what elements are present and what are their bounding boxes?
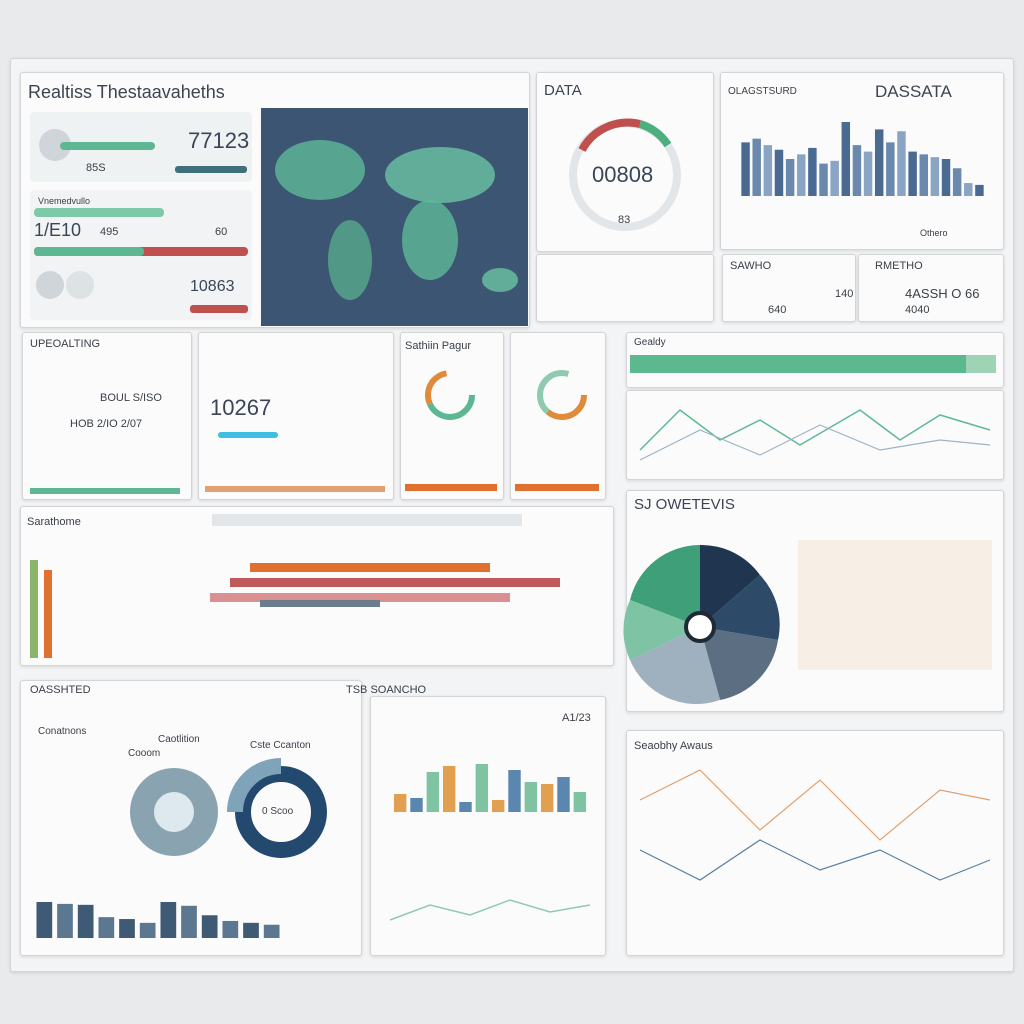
kpi-value: 1/E10 [34,220,82,240]
panel-title: UPEOALTING [30,338,101,350]
panel-title: DASSATA [875,82,952,101]
panel [626,490,1004,712]
caption: Vnemedvullo [38,196,91,206]
panel [626,730,1004,956]
stat: A1/23 [562,712,591,724]
panel [400,332,504,500]
panel [510,332,606,500]
panel [720,72,1004,250]
panel [20,72,530,328]
panel-title: OASSHTED [30,684,91,696]
panel-title: Sarathome [27,516,81,528]
panel-title: Gealdy [634,337,666,348]
label: Conatnons [38,726,87,737]
panel [198,332,394,500]
counter: 10267 [210,395,272,420]
panel [20,506,614,666]
panel [20,680,362,956]
text: HOB 2/IO 2/07 [70,418,143,430]
label: Cooom [128,748,161,759]
kpi-label: 85S [86,162,106,174]
panel-title: SAWHO [730,260,772,272]
badge: 60 [215,226,228,238]
panel-title: SJ OWETEVIS [634,496,735,513]
panel-title: RMETHO [875,260,923,272]
kpi-label: 495 [100,226,119,238]
subtitle: OLAGSTSURD [728,86,797,97]
label: Cste Ccanton [250,740,311,751]
label: Caotlition [158,734,200,745]
gauge-sub: 83 [618,214,631,226]
stat: 4ASSH O 66 [905,286,980,301]
donut-label: 0 Scoo [262,806,294,817]
stat: 140 [835,288,854,300]
panel-title: TSB SOANCHO [346,684,427,696]
panel [370,696,606,956]
panel [626,390,1004,480]
panel [858,254,1004,322]
title: Realtiss Thestaavaheths [28,82,225,102]
legend: Othero [920,228,948,238]
kpi-value: 77123 [188,128,250,153]
panel-title: Seaobhy Awaus [634,740,713,752]
stat: 640 [768,304,787,316]
gauge-value: 00808 [592,162,654,187]
panel [722,254,856,322]
panel-title: DATA [544,82,582,99]
panel [626,332,1004,388]
panel [536,254,714,322]
panel-title: Sathiin Pagur [405,340,472,352]
panel [22,332,192,500]
text: BOUL S/ISO [100,392,162,404]
kpi-value: 10863 [190,278,235,295]
stat: 4040 [905,304,930,316]
